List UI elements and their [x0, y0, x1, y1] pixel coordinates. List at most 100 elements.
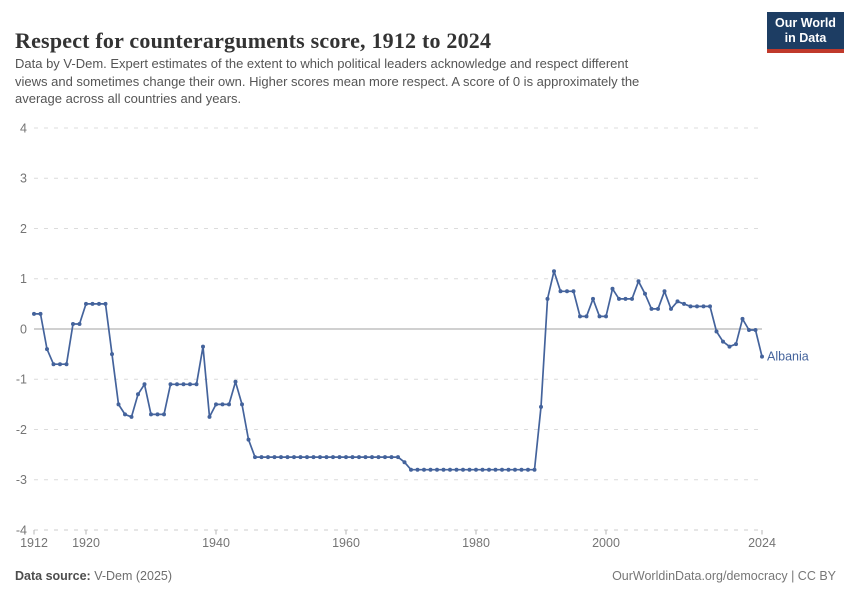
data-point[interactable] [279, 455, 283, 460]
data-point[interactable] [142, 382, 147, 387]
data-point[interactable] [500, 467, 504, 472]
data-point[interactable] [714, 329, 719, 334]
data-point[interactable] [396, 455, 400, 460]
data-point[interactable] [747, 328, 751, 332]
data-point[interactable] [422, 467, 426, 472]
data-point[interactable] [344, 455, 348, 460]
data-point[interactable] [181, 382, 186, 387]
data-point[interactable] [175, 382, 179, 387]
data-point[interactable] [376, 455, 381, 460]
data-point[interactable] [474, 467, 478, 472]
data-point[interactable] [149, 412, 153, 417]
data-point[interactable] [116, 402, 121, 407]
footer-credit-link[interactable]: OurWorldinData.org/democracy | CC BY [612, 569, 836, 583]
data-point[interactable] [571, 289, 576, 294]
data-point[interactable] [519, 467, 524, 472]
data-point[interactable] [51, 362, 56, 367]
data-point[interactable] [194, 382, 199, 387]
data-point[interactable] [337, 455, 342, 460]
data-point[interactable] [350, 455, 355, 460]
data-point[interactable] [539, 404, 543, 409]
data-point[interactable] [435, 467, 439, 472]
data-point[interactable] [240, 402, 244, 407]
series-end-label[interactable]: Albania [767, 350, 809, 364]
data-point[interactable] [708, 304, 712, 309]
data-point[interactable] [688, 304, 693, 309]
data-point[interactable] [409, 467, 413, 472]
data-point[interactable] [318, 455, 322, 460]
data-point[interactable] [136, 392, 140, 397]
data-point[interactable] [331, 455, 335, 460]
data-point[interactable] [38, 311, 43, 316]
data-point[interactable] [753, 328, 758, 332]
data-point[interactable] [214, 402, 218, 407]
data-point[interactable] [591, 296, 595, 301]
data-point[interactable] [383, 455, 387, 460]
data-point[interactable] [428, 467, 433, 472]
data-point[interactable] [636, 279, 641, 284]
data-point[interactable] [467, 467, 472, 472]
data-point[interactable] [662, 289, 667, 294]
data-point[interactable] [649, 306, 654, 311]
data-point[interactable] [259, 455, 264, 460]
data-point[interactable] [129, 414, 134, 419]
data-point[interactable] [760, 354, 764, 359]
data-point[interactable] [461, 467, 465, 472]
data-point[interactable] [168, 382, 173, 387]
data-point[interactable] [526, 467, 530, 472]
data-point[interactable] [110, 352, 114, 357]
data-point[interactable] [71, 322, 75, 326]
data-point[interactable] [201, 344, 205, 349]
data-point[interactable] [701, 304, 706, 309]
data-point[interactable] [363, 455, 368, 460]
data-point[interactable] [220, 402, 225, 407]
data-point[interactable] [45, 347, 49, 352]
data-point[interactable] [253, 455, 257, 460]
data-point[interactable] [162, 412, 166, 417]
data-point[interactable] [227, 402, 231, 407]
data-point[interactable] [630, 296, 634, 301]
data-point[interactable] [64, 362, 69, 367]
data-point[interactable] [233, 379, 238, 384]
data-point[interactable] [682, 301, 686, 306]
data-point[interactable] [357, 455, 361, 460]
data-point[interactable] [324, 455, 329, 460]
data-point[interactable] [415, 467, 420, 472]
data-point[interactable] [734, 342, 738, 347]
data-point[interactable] [370, 455, 374, 460]
data-point[interactable] [97, 301, 101, 306]
data-point[interactable] [441, 467, 446, 472]
data-point[interactable] [610, 286, 615, 291]
data-point[interactable] [103, 301, 108, 306]
data-point[interactable] [558, 289, 563, 294]
data-point[interactable] [669, 306, 673, 311]
data-point[interactable] [643, 291, 647, 296]
data-point[interactable] [604, 314, 608, 319]
data-point[interactable] [578, 314, 582, 319]
owid-logo[interactable]: Our World in Data [767, 12, 844, 53]
data-point[interactable] [58, 362, 62, 367]
data-point[interactable] [506, 467, 511, 472]
data-point[interactable] [123, 412, 127, 417]
data-point[interactable] [695, 304, 699, 309]
data-point[interactable] [584, 314, 589, 319]
data-point[interactable] [298, 455, 303, 460]
data-point[interactable] [565, 289, 569, 294]
data-point[interactable] [454, 467, 459, 472]
data-point[interactable] [480, 467, 485, 472]
data-point[interactable] [656, 306, 660, 311]
data-point[interactable] [84, 301, 88, 306]
data-point[interactable] [545, 296, 550, 301]
data-point[interactable] [493, 467, 498, 472]
data-point[interactable] [207, 414, 212, 419]
data-point[interactable] [305, 455, 309, 460]
data-point[interactable] [272, 455, 277, 460]
series-line-albania[interactable] [33, 270, 763, 471]
data-point[interactable] [77, 322, 82, 326]
data-point[interactable] [740, 316, 745, 321]
data-point[interactable] [311, 455, 316, 460]
data-point[interactable] [292, 455, 296, 460]
data-point[interactable] [32, 311, 36, 316]
data-point[interactable] [266, 455, 270, 460]
